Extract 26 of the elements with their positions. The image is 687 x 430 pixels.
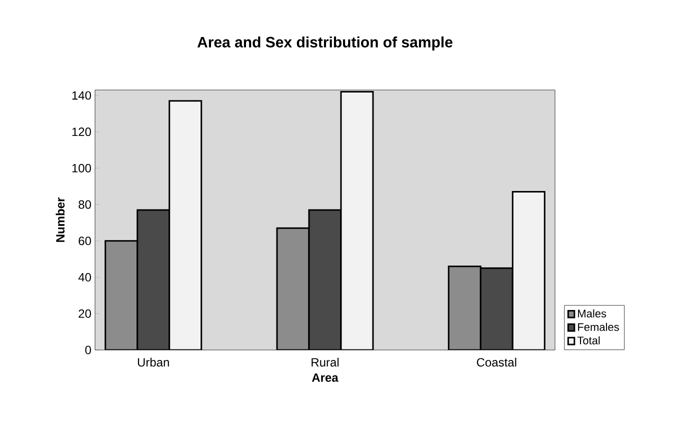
x-tick-label: Rural [312, 358, 339, 367]
y-axis-title: Number [56, 198, 65, 242]
x-tick-label: Urban [138, 358, 169, 367]
y-tick-label: 40 [78, 273, 92, 282]
x-tick-label: Coastal [476, 358, 516, 367]
bar [512, 191, 546, 350]
bar [308, 209, 342, 350]
y-tick-label: 140 [72, 91, 92, 100]
y-tick-label: 120 [72, 128, 92, 136]
legend-label: Females [578, 322, 619, 331]
legend-label: Total [577, 336, 600, 344]
bar [276, 227, 310, 350]
bar [104, 240, 138, 350]
y-tick-label: 0 [85, 346, 92, 354]
y-tick-label: 20 [78, 309, 92, 318]
bar [480, 267, 514, 350]
chart-title: Area and Sex distribution of sample [197, 36, 452, 50]
y-tick-label: 100 [72, 164, 92, 172]
y-tick-label: 80 [78, 200, 92, 209]
bar [136, 209, 170, 350]
y-tick-label: 60 [78, 236, 92, 246]
bar [448, 266, 482, 350]
bar [340, 91, 374, 350]
x-axis-title: Area [312, 373, 338, 382]
legend-label: Males [578, 309, 606, 318]
bar [168, 100, 202, 350]
